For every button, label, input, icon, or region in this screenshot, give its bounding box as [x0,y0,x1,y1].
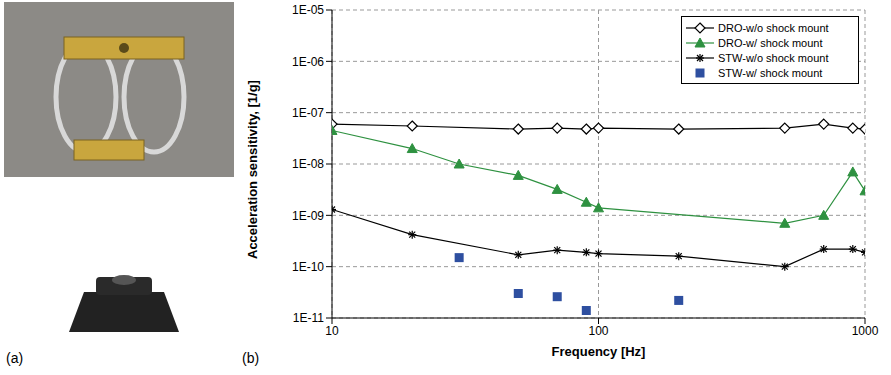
svg-text:1E-07: 1E-07 [292,106,324,120]
svg-text:1E-09: 1E-09 [292,209,324,223]
html-text:DRO-w/ shock mount: DRO-w/ shock mount [718,36,823,49]
svg-text:Frequency [Hz]: Frequency [Hz] [552,344,646,359]
svg-text:100: 100 [588,324,608,338]
html-text:STW-w/ shock mount: STW-w/ shock mount [718,66,823,79]
svg-text:1E-06: 1E-06 [292,55,324,69]
html-text:DRO-w/o shock mount: DRO-w/o shock mount [718,21,829,34]
svg-text:1E-11: 1E-11 [293,311,324,325]
svg-text:1E-08: 1E-08 [292,157,324,171]
html-text:STW-w/o shock mount: STW-w/o shock mount [718,51,829,64]
svg-text:1E-05: 1E-05 [292,3,324,17]
html-text:(b): (b) [242,350,260,366]
svg-text:Acceleration sensitivity, [1/g: Acceleration sensitivity, [1/g] [245,80,260,259]
svg-text:1E-10: 1E-10 [292,260,324,274]
html-text:(a): (a) [6,350,24,366]
svg-text:10: 10 [325,324,339,338]
svg-text:1000: 1000 [852,324,879,338]
